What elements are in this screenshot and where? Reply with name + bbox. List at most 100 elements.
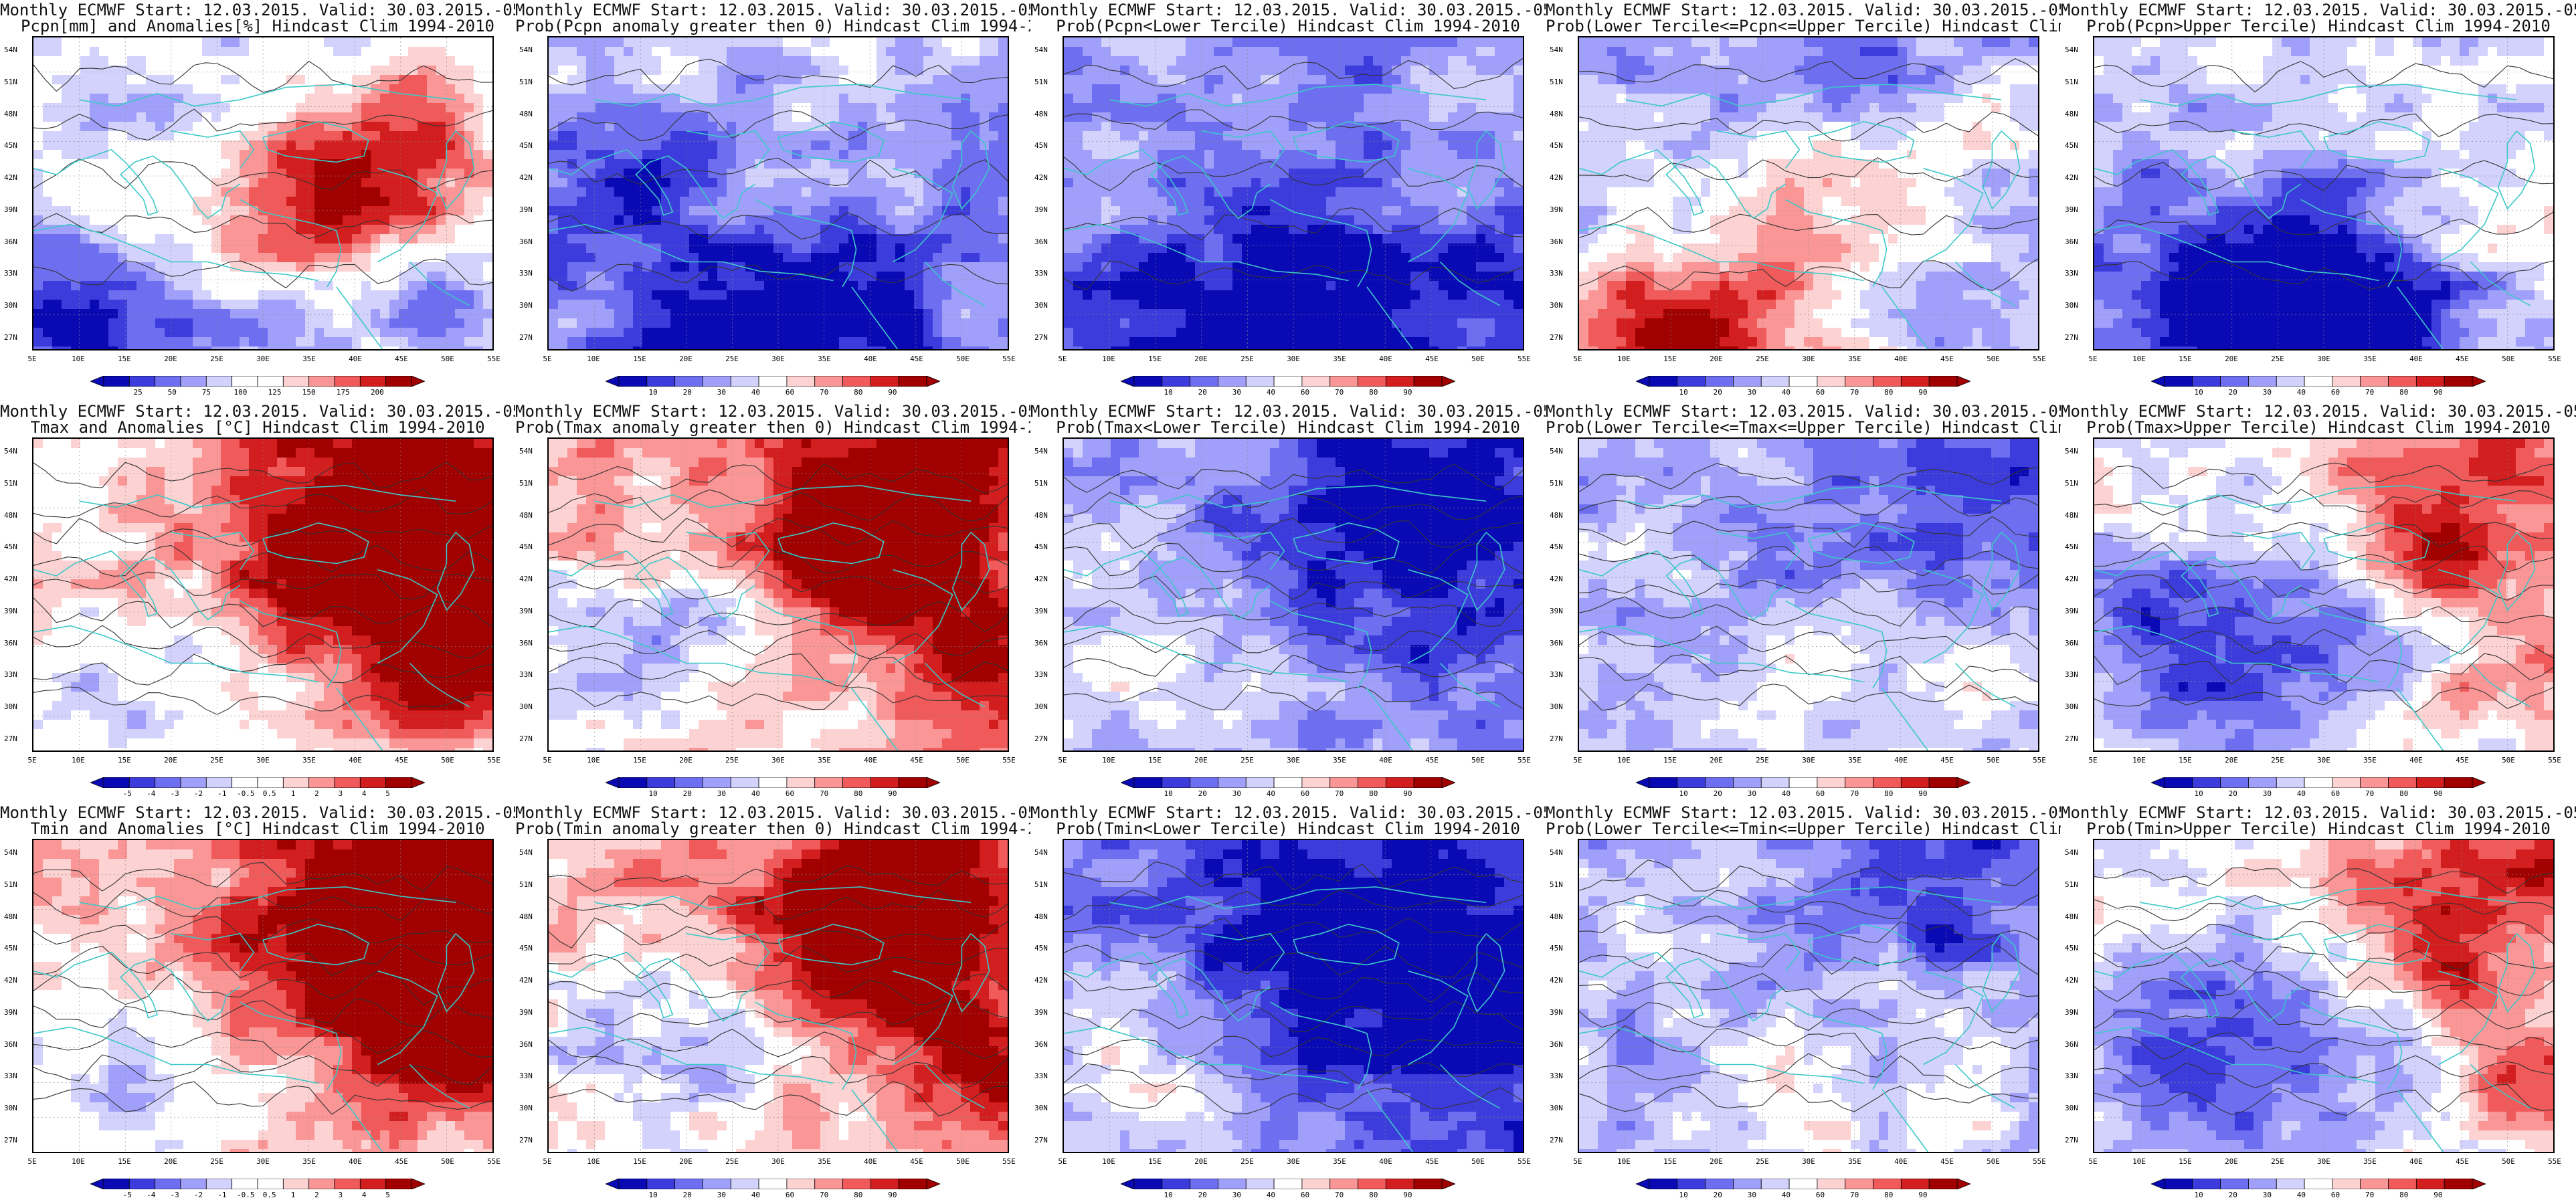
colorbar-high-arrow xyxy=(2472,777,2486,788)
latitude-tick-label: 27N xyxy=(1550,333,1563,342)
latitude-tick-label: 30N xyxy=(2065,301,2078,310)
colorbar-high-arrow xyxy=(926,376,940,387)
longitude-tick-label: 30E xyxy=(2317,756,2330,765)
colorbar-low-arrow xyxy=(90,1179,104,1189)
colorbar-swatch xyxy=(1817,376,1846,387)
colorbar-label: 70 xyxy=(1335,789,1344,798)
panel-title-line1: Monthly ECMWF Start: 12.03.2015. Valid: … xyxy=(1030,804,1546,821)
latitude-tick-label: 48N xyxy=(1550,110,1563,118)
colorbar-label: 70 xyxy=(1335,388,1344,397)
map-field xyxy=(33,840,492,1152)
colorbar-swatch xyxy=(1873,376,1902,387)
longitude-tick-label: 20E xyxy=(1710,355,1723,363)
colorbar-swatch xyxy=(1413,1179,1443,1189)
colorbar xyxy=(90,376,425,387)
latitude-tick-label: 27N xyxy=(1034,333,1048,342)
longitude-tick-label: 35E xyxy=(1333,355,1346,363)
colorbar-label: 40 xyxy=(1782,789,1790,798)
latitude-tick-label: 48N xyxy=(2065,912,2078,921)
colorbar-swatch xyxy=(646,376,676,387)
colorbar xyxy=(1636,777,1970,788)
latitude-tick-label: 42N xyxy=(1550,976,1563,985)
colorbar-label: 10 xyxy=(1164,1191,1172,1199)
colorbar-label: 20 xyxy=(1198,1191,1207,1199)
colorbar-label: 20 xyxy=(1714,388,1722,397)
colorbar-swatch xyxy=(1873,1179,1902,1189)
colorbar-swatch xyxy=(2415,777,2445,788)
map-panel: Monthly ECMWF Start: 12.03.2015. Valid: … xyxy=(515,401,1030,803)
colorbar-label: 10 xyxy=(1679,1191,1687,1199)
longitude-tick-label: 55E xyxy=(1517,756,1531,765)
coastlines xyxy=(33,485,475,750)
longitude-tick-label: 25E xyxy=(210,756,223,765)
latitude-tick-label: 42N xyxy=(519,173,533,182)
latitude-tick-label: 51N xyxy=(1550,78,1563,86)
longitude-tick-label: 35E xyxy=(2363,1157,2377,1166)
colorbar-label: 40 xyxy=(751,388,760,397)
colorbar-swatch xyxy=(359,777,387,788)
longitude-tick-label: 35E xyxy=(1333,756,1346,765)
colorbar-label: 2 xyxy=(314,1191,319,1199)
shaded-field xyxy=(2094,840,2553,1152)
colorbar-label: 20 xyxy=(1198,388,1207,397)
colorbar-label: 40 xyxy=(1267,1191,1275,1199)
latitude-tick-label: 42N xyxy=(1550,173,1563,182)
colorbar-low-arrow xyxy=(1636,376,1650,387)
longitude-tick-label: 45E xyxy=(910,756,923,765)
map-panel: Monthly ECMWF Start: 12.03.2015. Valid: … xyxy=(515,803,1030,1204)
colorbar-label: 80 xyxy=(1369,1191,1378,1199)
shaded-field xyxy=(1579,439,2038,750)
longitude-tick-label: 15E xyxy=(118,756,131,765)
panel-title-line1: Monthly ECMWF Start: 12.03.2015. Valid: … xyxy=(515,804,1030,821)
latitude-tick-label: 51N xyxy=(4,479,17,488)
colorbar-swatch xyxy=(1788,1179,1818,1189)
latitude-tick-label: 30N xyxy=(1550,702,1563,711)
panel-title-line2: Tmin and Anomalies [°C] Hindcast Clim 19… xyxy=(0,820,515,837)
coastlines xyxy=(1064,84,1505,349)
longitude-tick-label: 10E xyxy=(1102,1157,1115,1166)
latitude-tick-label: 27N xyxy=(4,333,17,342)
colorbar xyxy=(2151,1179,2486,1189)
colorbar-label: 5 xyxy=(385,789,390,798)
latitude-tick-label: 30N xyxy=(4,702,17,711)
colorbar-label: -5 xyxy=(123,1191,132,1199)
longitude-tick-label: 40E xyxy=(2409,355,2423,363)
colorbar-swatch xyxy=(232,777,258,788)
colorbar-swatch xyxy=(1133,777,1163,788)
latitude-tick-label: 36N xyxy=(4,1040,17,1049)
longitude-tick-label: 5E xyxy=(1573,756,1582,765)
map-panel: Monthly ECMWF Start: 12.03.2015. Valid: … xyxy=(0,803,515,1204)
colorbar-swatch xyxy=(2192,1179,2221,1189)
latitude-tick-label: 39N xyxy=(4,205,17,214)
colorbar-label: 2 xyxy=(314,789,319,798)
graticule xyxy=(1064,439,1523,750)
map-field xyxy=(1579,37,2038,349)
colorbar-label: 30 xyxy=(1232,789,1241,798)
longitude-tick-label: 30E xyxy=(256,756,270,765)
colorbar-swatch xyxy=(2304,777,2333,788)
panel-title-line2: Pcpn[mm] and Anomalies[%] Hindcast Clim … xyxy=(0,17,515,35)
colorbar-label: 60 xyxy=(2331,789,2340,798)
colorbar-label: 80 xyxy=(1884,789,1893,798)
latitude-tick-label: 51N xyxy=(519,479,533,488)
latitude-tick-label: 42N xyxy=(1034,173,1048,182)
colorbar-swatch xyxy=(1788,777,1818,788)
longitude-tick-label: 50E xyxy=(2502,355,2515,363)
latitude-tick-label: 51N xyxy=(2065,78,2078,86)
colorbar-swatch xyxy=(1301,376,1331,387)
colorbar-high-arrow xyxy=(2472,1179,2486,1189)
map-area xyxy=(1578,437,2039,752)
longitude-tick-label: 40E xyxy=(1894,756,1908,765)
panel-title-line2: Prob(Tmax>Upper Tercile) Hindcast Clim 1… xyxy=(2061,419,2576,436)
panel-title-line1: Monthly ECMWF Start: 12.03.2015. Valid: … xyxy=(515,1,1030,19)
colorbar-swatch xyxy=(1190,376,1218,387)
colorbar-swatch xyxy=(2192,376,2221,387)
latitude-tick-label: 33N xyxy=(1550,670,1563,679)
colorbar-swatch xyxy=(282,1179,310,1189)
longitude-tick-label: 55E xyxy=(2033,1157,2046,1166)
panel-title-line1: Monthly ECMWF Start: 12.03.2015. Valid: … xyxy=(1030,1,1546,19)
map-panel: Monthly ECMWF Start: 12.03.2015. Valid: … xyxy=(2061,0,2576,401)
longitude-tick-label: 30E xyxy=(1802,1157,1815,1166)
colorbar-swatch xyxy=(359,376,387,387)
longitude-tick-label: 20E xyxy=(679,1157,693,1166)
